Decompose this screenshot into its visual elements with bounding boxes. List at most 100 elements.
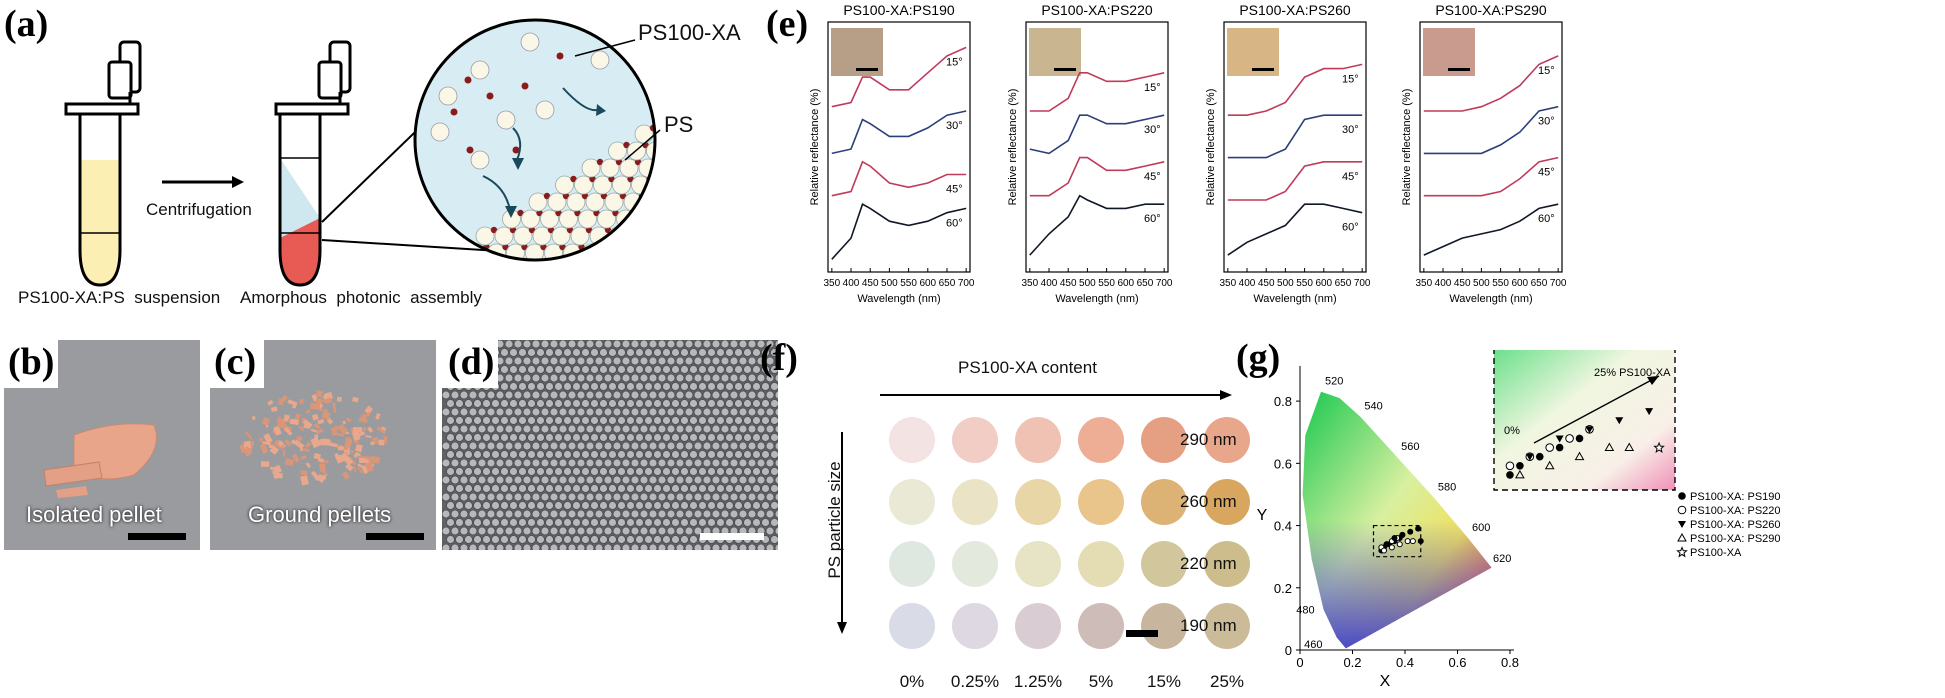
panel-e-letter: (e) <box>766 3 809 45</box>
chart-title: PS100-XA:PS290 <box>1435 2 1547 18</box>
inset-data-point <box>1645 408 1654 416</box>
angle-label: 30° <box>1342 124 1359 136</box>
x-tick-label: 450 <box>1454 278 1471 289</box>
panel-b-letter: (b) <box>8 341 55 383</box>
scale-bar-c <box>366 533 424 540</box>
scale-bar-b <box>128 533 186 540</box>
size-label: 220 nm <box>1180 554 1237 573</box>
color-swatch <box>889 541 935 587</box>
angle-label: 60° <box>946 217 963 229</box>
color-swatch <box>889 479 935 525</box>
data-point <box>1404 538 1411 545</box>
content-label: 1.25% <box>1013 672 1063 691</box>
data-point <box>1407 528 1414 535</box>
inset-data-point <box>1615 417 1624 425</box>
x-tick-label: 600 <box>1117 278 1134 289</box>
size-axis-label: PS particle size <box>825 461 844 579</box>
x-tick-label: 550 <box>1098 278 1115 289</box>
x-tick-label: 400 <box>1239 278 1256 289</box>
legend-label: PS100-XA: PS190 <box>1690 491 1781 503</box>
color-swatch <box>952 417 998 463</box>
data-point <box>1381 547 1387 554</box>
wavelength-mark: 600 <box>1472 522 1490 534</box>
content-axis-label: PS100-XA content <box>958 358 1097 377</box>
legend-marker <box>1677 532 1687 542</box>
panel-a-letter: (a) <box>4 3 49 45</box>
inset-data-point <box>1516 461 1524 470</box>
y-axis-label: Relative reflectance (%) <box>809 89 821 206</box>
wavelength-mark: 520 <box>1325 376 1343 388</box>
series-line-4 <box>1227 203 1363 256</box>
panel-g-letter: (g) <box>1236 337 1281 379</box>
inset-zero-label: 0% <box>1504 425 1520 437</box>
y-tick-label: 0 <box>1285 643 1292 658</box>
angle-label: 45° <box>946 184 963 196</box>
inset-background <box>1494 350 1675 490</box>
inset-data-point <box>1505 461 1515 471</box>
assembly-caption: Amorphous photonic assembly <box>240 288 482 307</box>
series-line-2 <box>1423 105 1559 155</box>
x-tick-label: 450 <box>1258 278 1275 289</box>
inset-data-point <box>1555 443 1564 452</box>
series-line-3 <box>1423 156 1559 197</box>
x-tick-label: 500 <box>881 278 898 289</box>
series-line-2 <box>831 110 967 155</box>
x-tick-label: 350 <box>1219 278 1236 289</box>
content-label: 15% <box>1146 672 1182 691</box>
legend-marker <box>1677 505 1687 515</box>
x-tick-label: 650 <box>1137 278 1154 289</box>
label-ps100-xa: PS100-XA <box>638 20 741 45</box>
legend-label: PS100-XA <box>1690 547 1742 559</box>
series-line-3 <box>1029 156 1165 197</box>
size-arrow <box>837 432 847 634</box>
size-label: 190 nm <box>1180 616 1237 635</box>
inset-data-point <box>1624 442 1635 452</box>
color-swatch <box>889 603 935 649</box>
data-point <box>1415 525 1422 532</box>
angle-label: 15° <box>1342 73 1359 85</box>
color-swatch <box>952 603 998 649</box>
color-swatch <box>952 479 998 525</box>
data-point <box>1396 541 1403 548</box>
x-axis-label: Wavelength (nm) <box>857 293 940 305</box>
inset-scale-bar <box>1054 68 1076 71</box>
cie-chart: 0 0.2 0.4 0.6 0.8 0 0.2 0.4 0.6 0.8 X Y 520 540 560 580… <box>1257 350 1781 690</box>
angle-label: 15° <box>1144 82 1161 94</box>
series-line-2 <box>1227 114 1363 159</box>
panel-c-letter: (c) <box>214 341 257 383</box>
x-tick-label: 0.6 <box>1448 655 1466 670</box>
x-tick-label: 700 <box>958 278 975 289</box>
content-label: 25% <box>1209 672 1245 691</box>
x-tick-label: 550 <box>1492 278 1509 289</box>
panel-d-letter: (d) <box>448 341 495 383</box>
color-swatch <box>952 541 998 587</box>
inset-data-point <box>1555 435 1564 443</box>
panel-f-letter: (f) <box>760 337 798 379</box>
color-swatch <box>1204 417 1250 463</box>
inset-data-point <box>1515 469 1525 479</box>
y-tick-label: 0.4 <box>1274 519 1292 534</box>
x-tick-label: 0.4 <box>1396 655 1414 670</box>
color-swatch <box>1204 479 1250 525</box>
wavelength-mark: 620 <box>1493 553 1511 565</box>
sem-image <box>442 340 778 550</box>
x-tick-label: 350 <box>1415 278 1432 289</box>
color-swatch <box>889 417 935 463</box>
series-line-4 <box>831 203 967 260</box>
series-line-3 <box>831 160 967 197</box>
y-axis-label: Y <box>1257 507 1268 524</box>
wavelength-mark: 540 <box>1364 401 1382 413</box>
color-swatch <box>1015 603 1061 649</box>
legend-marker <box>1678 521 1686 528</box>
content-label: 0.25% <box>950 672 1000 691</box>
series-line-3 <box>1227 161 1363 201</box>
x-tick-label: 450 <box>862 278 879 289</box>
inset-data-point <box>1575 434 1584 443</box>
color-swatch <box>1015 417 1061 463</box>
x-axis-label: Wavelength (nm) <box>1253 293 1336 305</box>
plot-frame <box>1223 21 1367 273</box>
angle-label: 30° <box>946 120 963 132</box>
color-swatch <box>1015 479 1061 525</box>
content-label: 0% <box>899 672 925 691</box>
